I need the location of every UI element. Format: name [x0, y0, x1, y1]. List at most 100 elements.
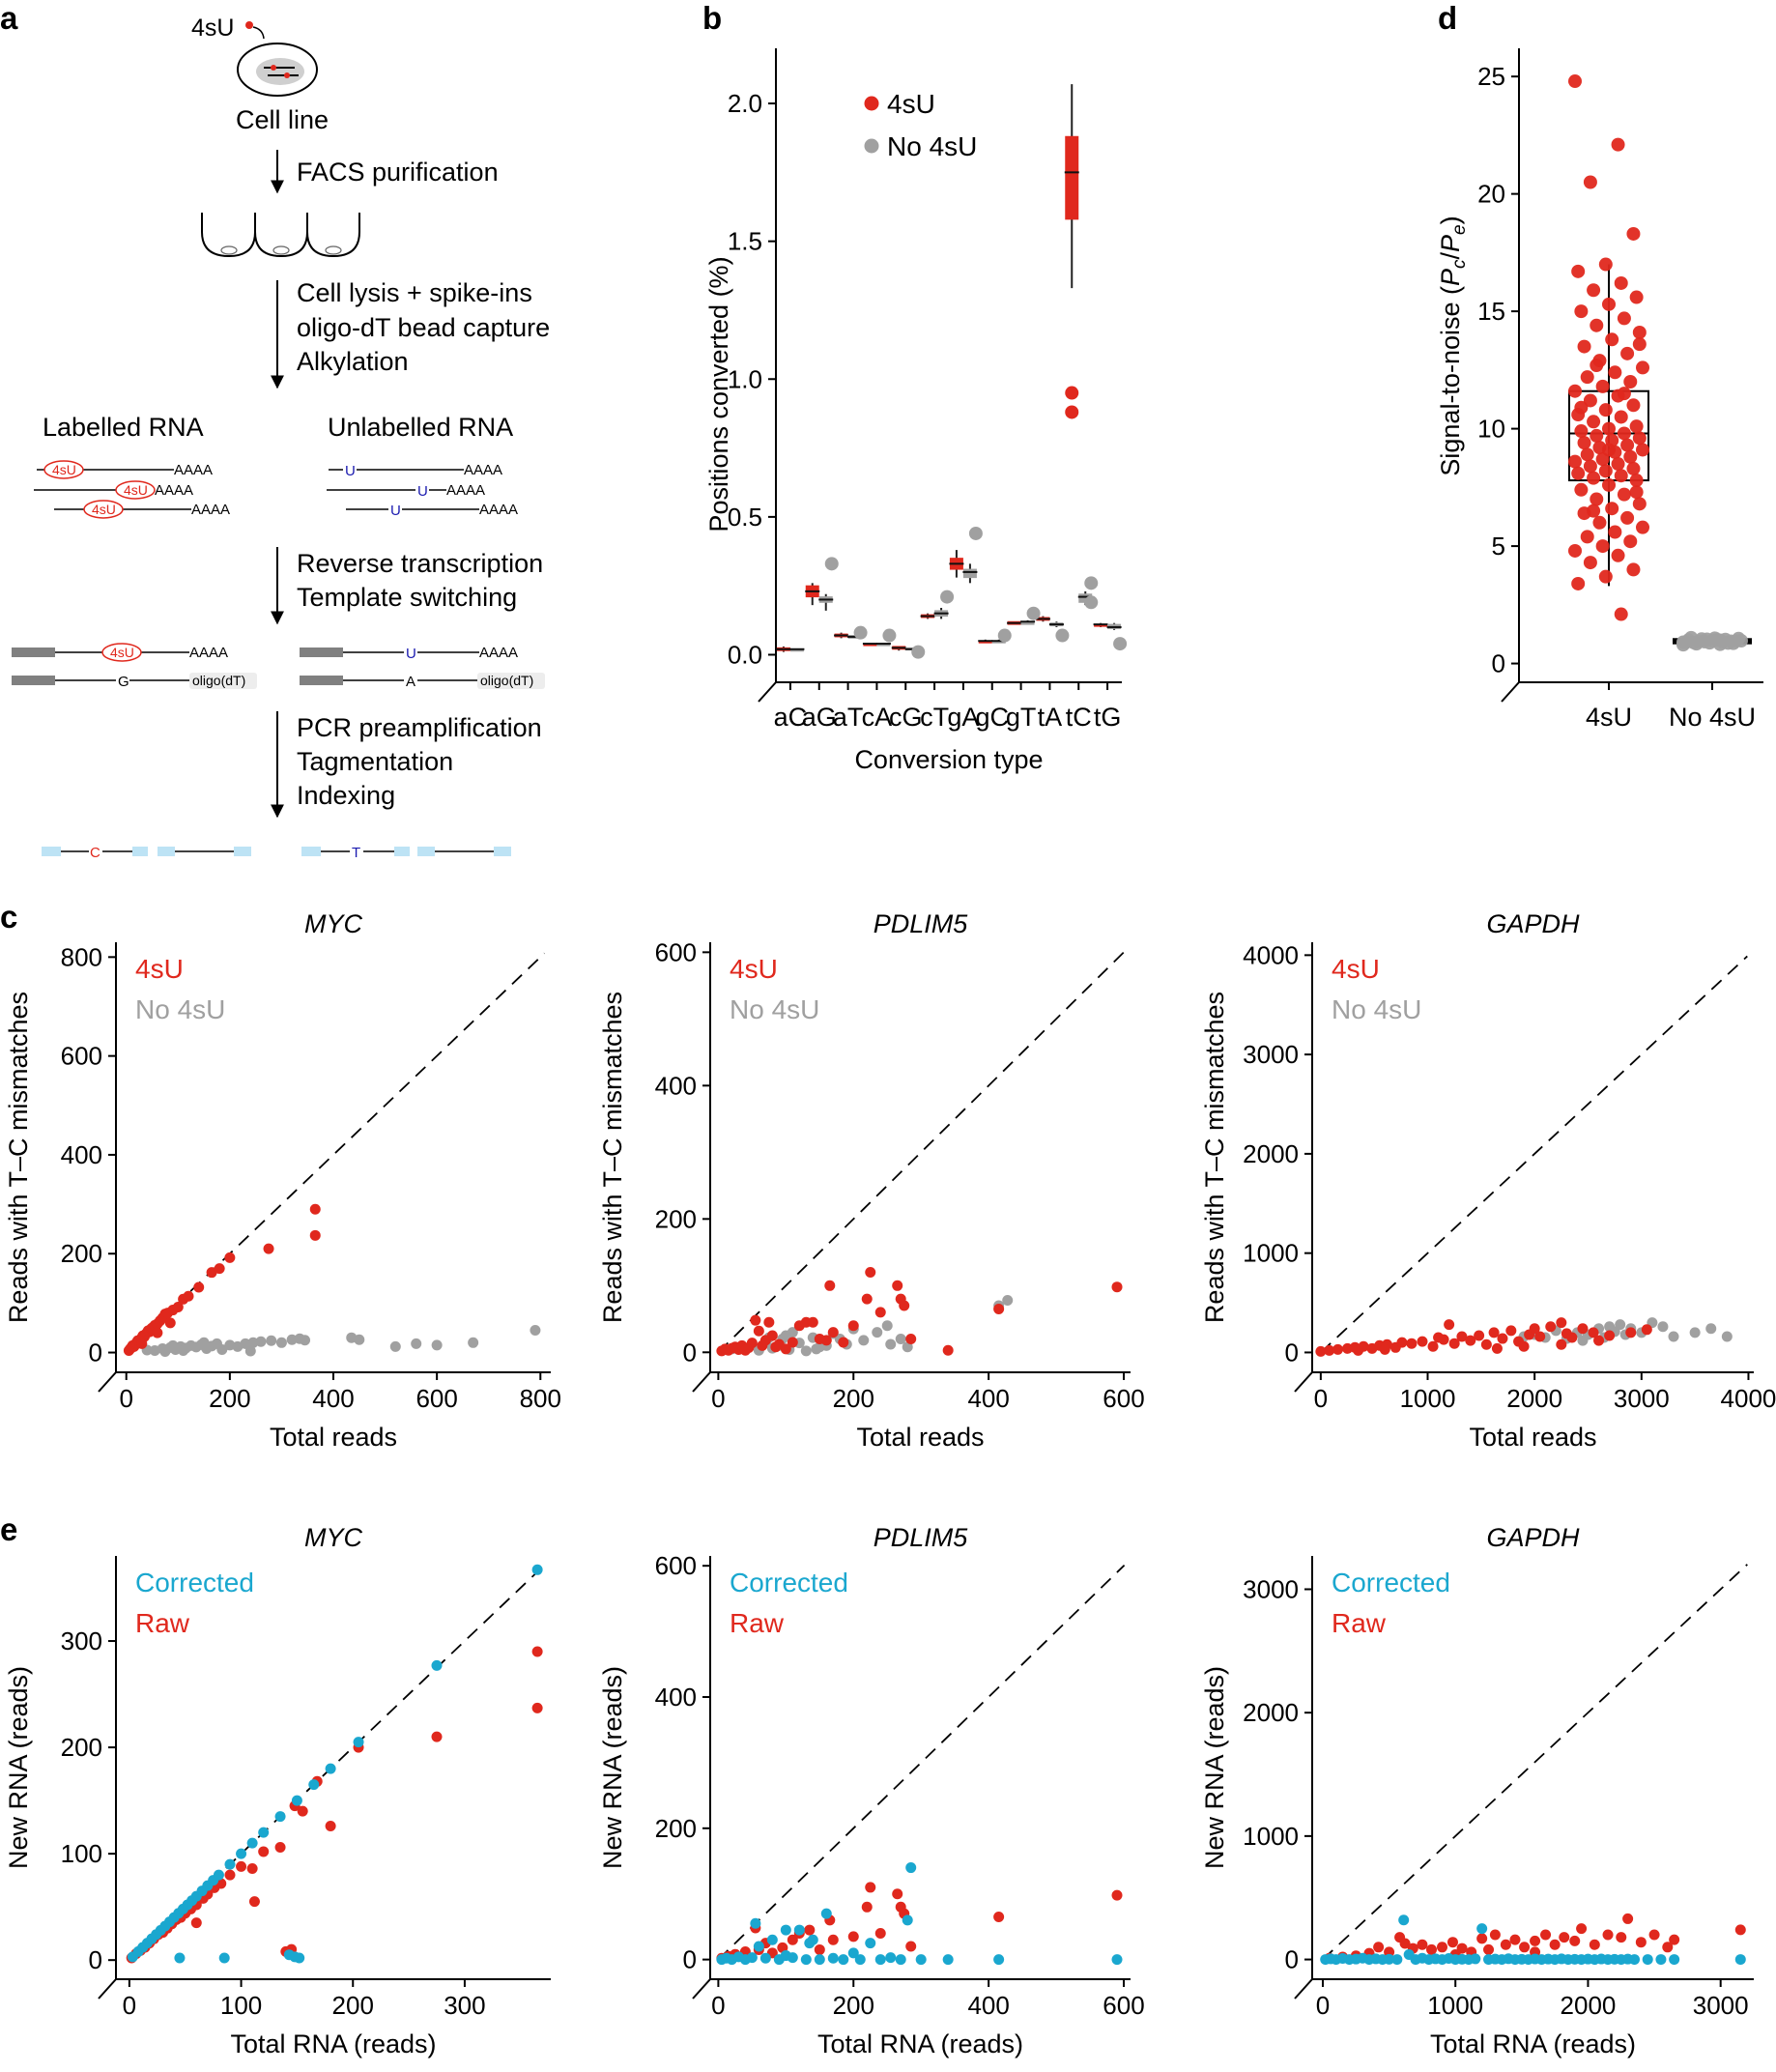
point-4su: [1474, 1330, 1485, 1341]
point-4su: [1605, 332, 1619, 347]
point-no-4su: [811, 1343, 822, 1355]
chart-title: PDLIM5: [874, 1523, 969, 1552]
axis-corner-mark: [98, 1371, 117, 1393]
point-no-4su: [1734, 633, 1748, 648]
point-no-4su: [1676, 635, 1690, 649]
point-4su: [1568, 543, 1582, 558]
point-corrected: [1642, 1954, 1653, 1966]
point-no-4su: [787, 1327, 798, 1338]
point-4su: [1574, 304, 1589, 319]
point-4su: [1614, 410, 1628, 424]
point-corrected: [895, 1954, 906, 1966]
y-tick-label: 400: [655, 1683, 697, 1712]
point-no-4su: [530, 1325, 541, 1337]
point-4su: [152, 1327, 163, 1338]
point-no-4su: [872, 1327, 883, 1338]
point-corrected: [800, 1954, 812, 1966]
box-outlier: [1084, 576, 1099, 590]
point-4su: [1587, 415, 1601, 429]
point-4su: [1629, 419, 1644, 434]
point-4su: [1614, 469, 1628, 483]
x-tick-label: 0: [711, 1991, 725, 2020]
y-axis-label: New RNA (reads): [4, 1666, 33, 1869]
y-tick-label: 20: [1477, 180, 1505, 209]
point-4su: [1556, 1338, 1567, 1350]
y-tick-label: 800: [61, 942, 102, 971]
point-no-4su: [1724, 634, 1738, 648]
point-4su: [1518, 1340, 1530, 1352]
point-4su: [993, 1303, 1005, 1314]
point-no-4su: [167, 1339, 179, 1351]
point-4su: [1602, 443, 1616, 457]
y-tick-label: 2.0: [728, 89, 762, 118]
point-corrected: [885, 1952, 897, 1964]
point-no-4su: [216, 1343, 228, 1355]
chart-panel-e-gapdh: 0 1000 2000 3000 0 1000 2000 3000 GAPDH Corrected…: [1200, 1523, 1754, 2058]
point-raw: [258, 1846, 270, 1857]
point-raw: [1549, 1939, 1561, 1950]
point-4su: [1583, 393, 1597, 408]
point-corrected: [902, 1914, 913, 1926]
point-no-4su: [159, 1346, 171, 1358]
point-4su: [1629, 474, 1644, 488]
point-4su: [1595, 539, 1610, 554]
point-4su: [1590, 428, 1604, 443]
step-text: Indexing: [297, 781, 395, 810]
x-tick-label: 0: [1314, 1384, 1328, 1413]
y-tick-label: 5: [1492, 532, 1505, 561]
x-tick-label: 400: [967, 1384, 1009, 1413]
identity-line: [1322, 1564, 1748, 1961]
x-tick-label: 100: [220, 1991, 262, 2020]
point-raw: [1569, 1935, 1581, 1946]
point-4su: [193, 1281, 205, 1293]
x-tick-label: 1000: [1427, 1991, 1483, 2020]
schematic-4su-label: 4sU: [191, 14, 234, 42]
point-no-4su: [1657, 1321, 1669, 1333]
y-tick-label: 1000: [1243, 1822, 1299, 1851]
legend-label: Corrected: [135, 1568, 254, 1597]
panel-a-schematic: 4sU Cell line FACS purification Cell lys…: [12, 14, 550, 861]
y-tick-label: 0: [89, 1338, 102, 1367]
point-4su: [1623, 534, 1638, 549]
x-tick-label: 200: [332, 1991, 374, 2020]
y-tick-label: 0: [1492, 649, 1505, 678]
point-4su: [1632, 325, 1647, 339]
x-tick-label: 4000: [1721, 1384, 1776, 1413]
point-corrected: [874, 1954, 886, 1966]
point-4su: [136, 1338, 148, 1349]
panel-letter-d: d: [1438, 0, 1457, 36]
point-corrected: [820, 1908, 832, 1919]
y-axis-label: Reads with T–C mismatches: [4, 992, 33, 1323]
point-corrected: [213, 1869, 224, 1881]
point-raw: [1662, 1942, 1674, 1953]
unlabelled-rna-label: Unlabelled RNA: [328, 413, 513, 442]
point-corrected: [804, 1938, 816, 1949]
y-tick-label: 1.0: [728, 364, 762, 393]
y-tick-label: 200: [61, 1239, 102, 1268]
point-no-4su: [247, 1337, 259, 1348]
point-corrected: [905, 1862, 917, 1874]
legend-label: No 4sU: [887, 131, 977, 161]
point-4su: [899, 1300, 910, 1311]
point-raw: [325, 1821, 336, 1832]
y-tick-label: 400: [655, 1071, 697, 1100]
box-outlier: [911, 645, 926, 659]
y-tick-label: 25: [1477, 62, 1505, 91]
point-raw: [236, 1860, 247, 1872]
point-4su: [1598, 257, 1613, 272]
point-4su: [1587, 283, 1601, 298]
y-tick-label: 200: [61, 1733, 102, 1762]
legend-label: 4sU: [135, 954, 184, 984]
point-4su: [1636, 443, 1649, 457]
point-raw: [274, 1842, 286, 1854]
y-tick-label: 0: [89, 1945, 102, 1974]
step-text: PCR preamplification: [297, 713, 542, 742]
point-4su: [1574, 400, 1589, 415]
oligo-dt-label: oligo(dT): [192, 673, 245, 688]
point-4su: [1617, 426, 1631, 441]
box-outlier: [824, 557, 839, 571]
adenine-mark: A: [406, 674, 415, 690]
point-4su: [309, 1229, 321, 1241]
box-outlier: [1084, 595, 1099, 610]
converted-c-mark: C: [90, 845, 100, 861]
